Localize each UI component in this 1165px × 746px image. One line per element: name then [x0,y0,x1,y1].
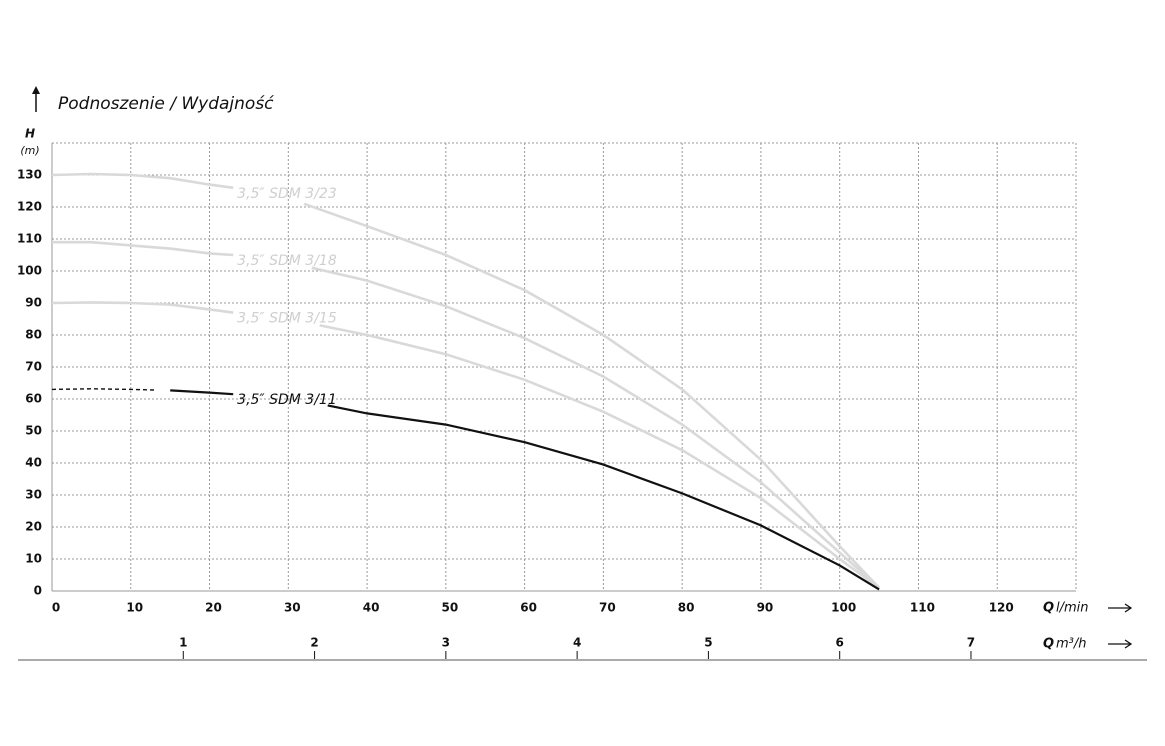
arrow [1108,639,1133,649]
x2-tick-label: 3 [442,636,450,650]
y-tick-label: 80 [25,328,42,342]
x-tick-label: 60 [520,601,537,615]
y-tick-label: 30 [25,488,42,502]
x2-tick-label: 2 [310,636,318,650]
arrow [1108,603,1133,613]
curve [51,301,234,314]
y-tick-label: 20 [25,520,42,534]
x2-tick-label: 7 [967,636,975,650]
x2-axis-unit: m³/h [1056,637,1087,652]
x2-tick-label: 4 [573,636,581,650]
x-tick-label: 110 [910,601,935,615]
x-axis-unit: l/min [1056,601,1089,616]
x-tick-label: 50 [441,601,458,615]
x-tick-label: 70 [599,601,616,615]
y-tick-label: 50 [25,424,42,438]
y-tick-label: 60 [25,392,42,406]
x-tick-label: 10 [126,601,143,615]
arrow-head [32,86,40,94]
curve [303,202,881,589]
x-tick-label: 20 [205,601,222,615]
x2-tick-label: 1 [179,636,187,650]
x-tick-label: 30 [284,601,301,615]
curve-label: 3,5″ SDM 3/11 [237,392,337,408]
chart-title: Podnoszenie / Wydajność [58,94,274,114]
curve [51,172,234,190]
y-tick-label: 100 [17,264,42,278]
x-tick-label: 0 [52,601,60,615]
y-tick-label: 10 [25,552,42,566]
y-tick-label: 110 [17,232,42,246]
x2-tick-label: 5 [704,636,712,650]
curve [51,388,155,391]
y-axis-symbol: H [25,127,35,141]
x2-tick-label: 6 [836,636,844,650]
x-tick-label: 80 [678,601,695,615]
x-tick-label: 100 [831,601,856,615]
x2-axis-symbol: Q [1043,637,1054,652]
x-tick-label: 120 [989,601,1014,615]
curve [319,324,880,589]
x-tick-label: 40 [363,601,380,615]
curve [170,389,234,396]
y-tick-label: 70 [25,360,42,374]
x-axis-symbol: Q [1043,601,1054,616]
curve-label: 3,5″ SDM 3/18 [237,253,337,269]
curve [327,404,880,591]
curve [52,240,234,257]
x-tick-label: 90 [757,601,774,615]
y-tick-label: 40 [25,456,42,470]
y-tick-label: 130 [17,168,42,182]
curve [311,266,880,589]
y-tick-label: 90 [25,296,42,310]
y-tick-label: 0 [34,584,42,598]
y-axis-unit: (m) [20,144,39,157]
curve-label: 3,5″ SDM 3/23 [237,186,337,202]
y-tick-label: 120 [17,200,42,214]
curve-label: 3,5″ SDM 3/15 [237,311,337,327]
